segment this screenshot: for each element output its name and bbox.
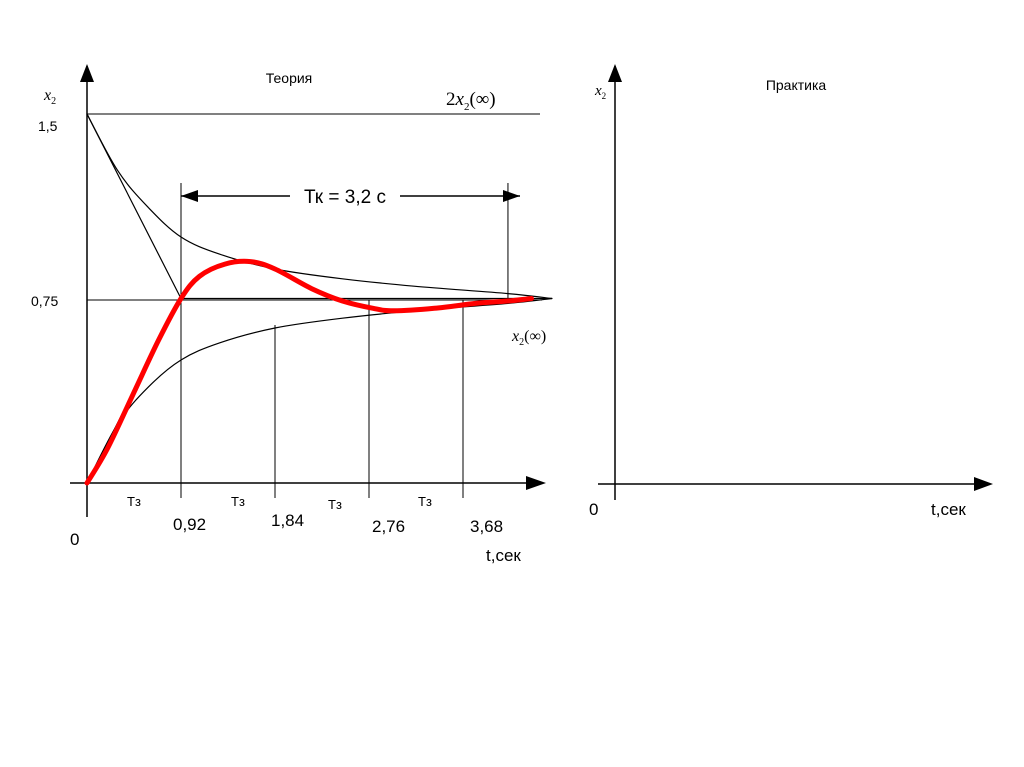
annotation-2x2-infinity: 2x2(∞) <box>446 89 496 113</box>
series-envelope-2 <box>86 297 553 484</box>
series-response-curve <box>84 258 534 486</box>
theory-y-axis-arrowhead <box>80 64 94 82</box>
annotation-x2-infinity: x2(∞) <box>511 328 546 348</box>
period-label-1: Тз <box>127 494 141 509</box>
period-label-4: Тз <box>418 494 432 509</box>
practice-chart: Практика x2 0 t,сек <box>589 64 993 519</box>
period-label-2: Тз <box>231 494 245 509</box>
x-tick-3-68: 3,68 <box>470 517 503 536</box>
settling-arrowhead-left <box>181 190 198 202</box>
x-tick-2-76: 2,76 <box>372 517 405 536</box>
theory-x-axis-arrowhead <box>526 476 546 490</box>
x-tick-0-92: 0,92 <box>173 515 206 534</box>
practice-x-label: t,сек <box>931 500 966 519</box>
practice-origin-label: 0 <box>589 500 598 519</box>
theory-title: Теория <box>266 70 313 86</box>
theory-y-label: x2 <box>43 87 56 107</box>
y-tick-0-75: 0,75 <box>31 293 58 309</box>
practice-y-label: x2 <box>594 83 606 101</box>
practice-x-axis-arrowhead <box>974 477 993 491</box>
x-tick-1-84: 1,84 <box>271 511 304 530</box>
practice-y-axis-arrowhead <box>608 64 622 82</box>
theory-chart: Тк = 3,2 с Теория x2 1,5 0,75 2x2(∞) x2(… <box>31 64 553 565</box>
y-tick-1-5: 1,5 <box>38 118 58 134</box>
settling-arrowhead-right <box>503 190 520 202</box>
period-label-3: Тз <box>328 497 342 512</box>
theory-x-label: t,сек <box>486 546 521 565</box>
settling-time-marker: Тк = 3,2 с <box>181 187 520 208</box>
settling-time-label: Тк = 3,2 с <box>304 187 386 208</box>
theory-origin-label: 0 <box>70 530 79 549</box>
practice-title: Практика <box>766 77 827 93</box>
